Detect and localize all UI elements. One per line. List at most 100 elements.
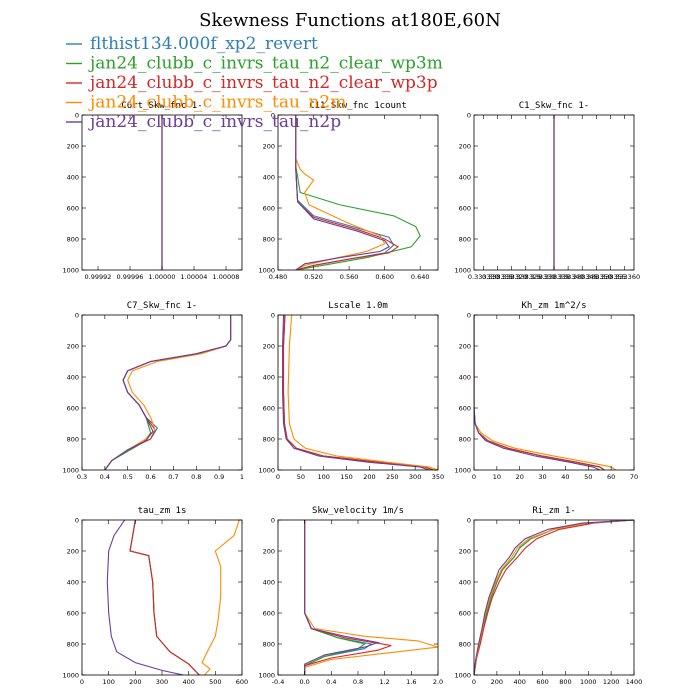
series-line-1 xyxy=(474,315,605,470)
y-tick-label: 200 xyxy=(67,142,79,150)
x-tick-label: 0.333330 xyxy=(524,273,555,281)
series-line-3 xyxy=(474,315,605,470)
y-tick-label: 0 xyxy=(271,516,275,524)
plot-frame xyxy=(277,519,439,676)
y-tick-label: 0 xyxy=(467,111,471,119)
y-tick-label: 1000 xyxy=(454,466,471,474)
legend-label: flthist134.000f_xp2_revert xyxy=(90,34,318,54)
x-tick-label: 0 xyxy=(80,678,84,686)
x-tick-label: 70 xyxy=(630,473,638,481)
series-line-4 xyxy=(295,115,386,270)
y-tick-label: 1000 xyxy=(258,671,275,679)
panel-2: C11_Skw_fnc 1count 0 200 400 600 800 10000.480… xyxy=(258,101,439,281)
x-tick-label: 0.600 xyxy=(375,273,394,281)
x-tick-label: 50 xyxy=(584,473,592,481)
series-group xyxy=(282,315,438,470)
x-tick-label: 150 xyxy=(340,473,352,481)
x-tick-label: 1.00004 xyxy=(181,273,208,281)
series-line-4 xyxy=(474,315,617,470)
y-tick-label: 600 xyxy=(67,609,79,617)
y-tick-label: 1000 xyxy=(62,266,79,274)
series-line-1 xyxy=(282,315,434,470)
y-tick-label: 800 xyxy=(459,435,471,443)
y-tick-label: 0 xyxy=(271,311,275,319)
x-tick-label: 200 xyxy=(129,678,141,686)
x-tick-label: 50 xyxy=(297,473,305,481)
x-tick-label: 0.520 xyxy=(304,273,323,281)
x-tick-label: 0.99992 xyxy=(85,273,112,281)
y-tick-label: 200 xyxy=(263,142,275,150)
series-line-5 xyxy=(106,520,184,675)
series-line-4 xyxy=(201,520,240,675)
y-tick-label: 600 xyxy=(263,609,275,617)
y-tick-label: 200 xyxy=(263,342,275,350)
series-line-4 xyxy=(474,520,634,675)
y-tick-label: 400 xyxy=(263,173,275,181)
x-tick-label: 1400 xyxy=(626,678,643,686)
x-tick-label: 2.0 xyxy=(433,678,443,686)
y-tick-label: 400 xyxy=(459,578,471,586)
y-tick-label: 200 xyxy=(263,547,275,555)
y-tick-label: 600 xyxy=(459,609,471,617)
legend-label: jan24_clubb_c_invrs_tau_n2m xyxy=(88,93,346,113)
series-line-4 xyxy=(287,315,438,470)
x-tick-label: 0.8 xyxy=(191,473,201,481)
series-line-4 xyxy=(304,520,438,675)
x-tick-label: 0.4 xyxy=(100,473,110,481)
x-tick-label: 300 xyxy=(156,678,168,686)
y-tick-label: 400 xyxy=(67,173,79,181)
x-tick-label: 1.00000 xyxy=(149,273,176,281)
x-tick-label: 0.8 xyxy=(353,678,363,686)
x-tick-label: 1000 xyxy=(580,678,597,686)
x-tick-label: 400 xyxy=(514,678,526,686)
series-group xyxy=(474,315,617,470)
x-tick-label: 0.480 xyxy=(269,273,288,281)
y-tick-label: 200 xyxy=(459,142,471,150)
y-tick-label: 800 xyxy=(67,640,79,648)
y-tick-label: 400 xyxy=(459,173,471,181)
series-line-5 xyxy=(474,315,600,470)
x-tick-label: -0.4 xyxy=(272,678,285,686)
series-line-3 xyxy=(474,520,634,675)
x-tick-label: 200 xyxy=(363,473,375,481)
x-tick-label: 0.333355 xyxy=(595,273,626,281)
x-tick-label: 0.640 xyxy=(411,273,430,281)
series-line-2 xyxy=(474,315,605,470)
x-tick-label: 600 xyxy=(536,678,548,686)
y-tick-label: 600 xyxy=(67,404,79,412)
y-tick-label: 800 xyxy=(459,235,471,243)
series-line-3 xyxy=(282,315,434,470)
y-tick-label: 1000 xyxy=(258,266,275,274)
x-tick-label: 1 xyxy=(240,473,244,481)
legend: flthist134.000f_xp2_revert jan24_clubb_c_… xyxy=(66,34,443,132)
x-tick-label: 500 xyxy=(209,678,221,686)
y-tick-label: 800 xyxy=(67,235,79,243)
panel-title: tau_zm 1s xyxy=(138,506,187,516)
series-group xyxy=(474,520,634,675)
x-tick-label: 0.3 xyxy=(77,473,87,481)
x-tick-label: 60 xyxy=(607,473,615,481)
x-tick-label: 0.5 xyxy=(123,473,133,481)
series-line-1 xyxy=(129,520,200,675)
x-tick-label: 20 xyxy=(516,473,524,481)
x-tick-label: 800 xyxy=(559,678,571,686)
x-tick-label: 0.333345 xyxy=(567,273,598,281)
y-tick-label: 600 xyxy=(263,204,275,212)
panel-8: Skw_velocity 1m/s 0 200 400 600 800 1000-0.4 0.… xyxy=(258,506,443,686)
series-line-2 xyxy=(295,115,421,270)
y-tick-label: 600 xyxy=(459,204,471,212)
x-tick-label: 100 xyxy=(318,473,330,481)
x-tick-label: 10 xyxy=(493,473,501,481)
x-tick-label: 0 xyxy=(276,473,280,481)
x-tick-label: 0.333325 xyxy=(510,273,541,281)
plot-frame xyxy=(473,519,635,676)
y-tick-label: 400 xyxy=(67,578,79,586)
y-tick-label: 400 xyxy=(263,578,275,586)
x-tick-label: 250 xyxy=(386,473,398,481)
x-tick-label: 0.333360 xyxy=(609,273,640,281)
series-line-2 xyxy=(304,520,367,675)
panel-title: Ri_zm 1- xyxy=(532,506,575,516)
